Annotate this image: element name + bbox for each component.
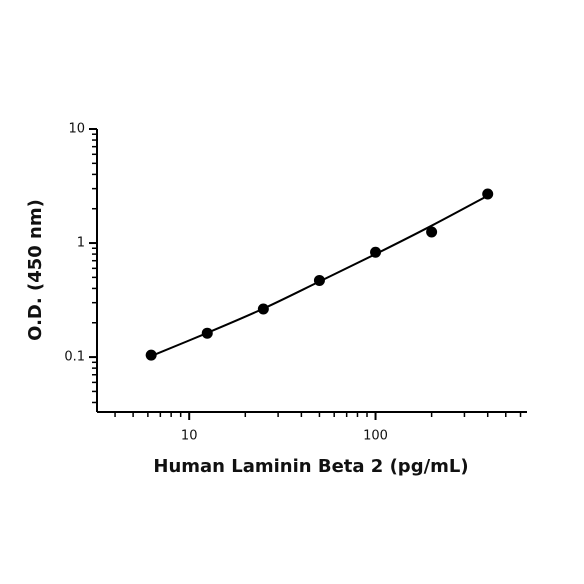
x-tick-label: 10: [181, 429, 198, 444]
x-axis-title: Human Laminin Beta 2 (pg/mL): [153, 456, 468, 477]
fit-curve: [150, 194, 489, 358]
y-tick-label: 0.1: [64, 350, 85, 365]
y-axis-title: O.D. (450 nm): [25, 199, 46, 341]
x-tick-label: 100: [363, 429, 388, 444]
data-point: [426, 226, 438, 238]
y-tick-label: 10: [68, 122, 85, 137]
y-tick-label: 1: [77, 236, 85, 251]
